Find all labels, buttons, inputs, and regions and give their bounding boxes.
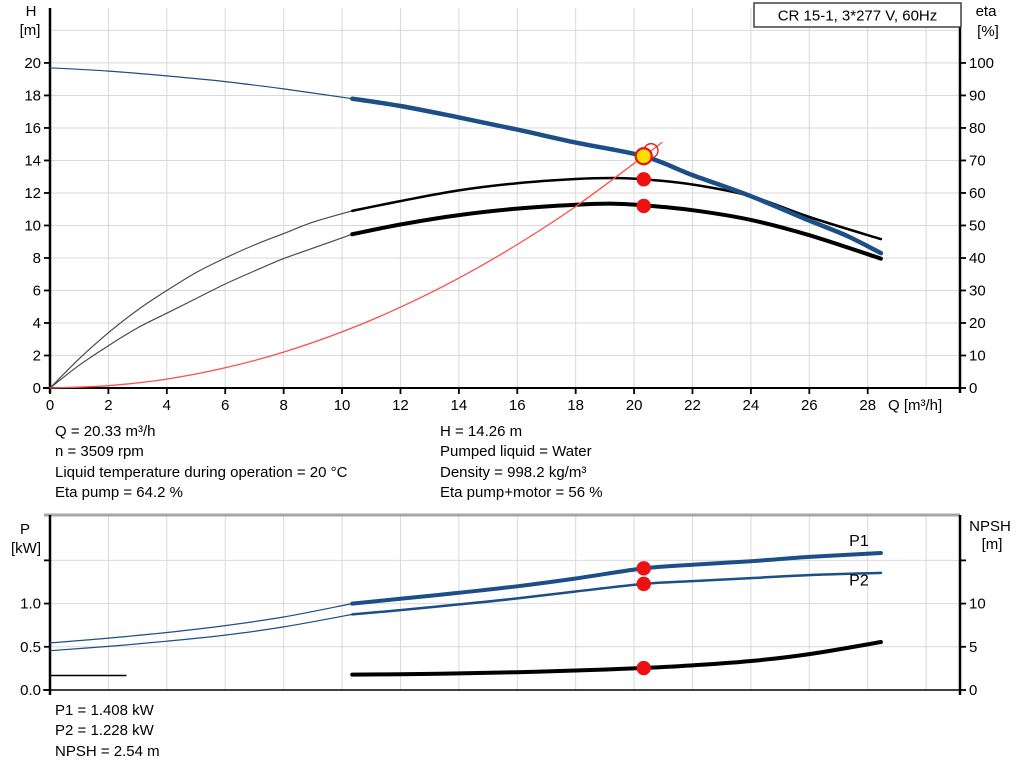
left-axis-tick-label: 10 — [24, 217, 41, 234]
x-axis-tick-label: 14 — [451, 397, 468, 414]
right-axis-title: NPSH — [969, 518, 1011, 535]
right-axis-tick-label: 70 — [969, 152, 986, 169]
left-axis-unit: [kW] — [11, 540, 41, 557]
x-axis-tick-label: 0 — [46, 397, 54, 414]
x-axis-tick-label: 12 — [392, 397, 409, 414]
annotation-eta-pump: Eta pump = 64.2 % — [55, 484, 183, 502]
annotation-pumped-liquid: Pumped liquid = Water — [440, 443, 592, 461]
annotation-flow: Q = 20.33 m³/h — [55, 423, 156, 440]
p2-curve — [351, 571, 883, 616]
annotation-eta-pump-motor: Eta pump+motor = 56 % — [440, 484, 603, 502]
right-axis-title: eta — [976, 3, 998, 20]
head-curve-extension — [49, 67, 353, 100]
p1-duty-dot — [636, 561, 651, 576]
duty-annotations-left: Q = 20.33 m³/h n = 3509 rpm Liquid tempe… — [55, 422, 347, 504]
left-axis-tick-label: 2 — [33, 347, 41, 364]
annotation-npsh: NPSH = 2.54 m — [55, 742, 160, 760]
x-axis-title: Q [m³/h] — [888, 397, 942, 414]
left-axis-tick-label: 6 — [33, 282, 41, 299]
left-axis-tick-label: 20 — [24, 55, 41, 72]
system-curve — [49, 141, 663, 389]
left-axis-tick-label: 0.0 — [20, 682, 41, 699]
left-axis-tick-label: 1.0 — [20, 596, 41, 613]
x-axis-tick-label: 18 — [567, 397, 584, 414]
right-axis-unit: [%] — [977, 23, 999, 40]
right-axis-unit: [m] — [982, 536, 1003, 553]
right-axis-tick-label: 10 — [969, 347, 986, 364]
eta-pump-duty-dot — [636, 172, 651, 187]
chart-title-box — [753, 2, 962, 28]
x-axis-tick-label: 4 — [163, 397, 171, 414]
duty-point[interactable] — [634, 147, 653, 166]
x-axis-tick-label: 6 — [221, 397, 229, 414]
annotation-p1: P1 = 1.408 kW — [55, 702, 154, 719]
left-axis-title: H — [26, 3, 37, 20]
x-axis-tick-label: 24 — [743, 397, 760, 414]
left-axis-tick-label: 16 — [24, 120, 41, 137]
right-axis-tick-label: 5 — [969, 639, 977, 656]
annotation-liquid-temperature: Liquid temperature during operation = 20… — [55, 463, 348, 481]
x-axis-tick-label: 28 — [859, 397, 876, 414]
right-axis-tick-label: 0 — [969, 380, 977, 397]
left-axis-unit: [m] — [20, 22, 41, 39]
p1-curve-extension — [49, 603, 353, 644]
left-axis-title: P — [20, 521, 30, 538]
p2-duty-dot — [636, 576, 651, 592]
right-axis-tick-label: 100 — [969, 55, 994, 72]
left-axis-tick-label: 12 — [24, 185, 41, 202]
x-axis-tick-label: 16 — [509, 397, 526, 414]
npsh-curve — [350, 640, 883, 677]
p2-curve-extension — [49, 613, 353, 652]
right-axis-tick-label: 60 — [969, 185, 986, 202]
left-axis-tick-label: 18 — [24, 87, 41, 104]
power-npsh-chart: 0.0 0.5 1.0 0 5 10 P [kW] NPSH[m] P1 P2 — [11, 513, 1011, 699]
right-axis-tick-label: 90 — [969, 87, 986, 104]
annotation-speed: n = 3509 rpm — [55, 443, 144, 461]
eta-pump-curve-extension — [49, 210, 353, 389]
npsh-duty-dot — [636, 660, 651, 676]
duty-annotations-right: H = 14.26 m Pumped liquid = Water Densit… — [440, 422, 603, 504]
chart-title: CR 15-1, 3*277 V, 60Hz — [778, 8, 938, 25]
right-axis-tick-label: 20 — [969, 315, 986, 332]
p1-curve — [350, 551, 883, 606]
left-axis-tick-label: 0 — [33, 380, 41, 397]
right-axis-tick-label: 0 — [969, 682, 977, 699]
x-axis-tick-label: 20 — [626, 397, 643, 414]
left-axis-tick-label: 0.5 — [20, 639, 41, 656]
x-axis-tick-label: 2 — [104, 397, 112, 414]
annotation-density: Density = 998.2 kg/m³ — [440, 463, 587, 481]
p2-curve-label: P2 — [849, 573, 869, 590]
power-annotations: P1 = 1.408 kW P2 = 1.228 kW NPSH = 2.54 … — [55, 701, 160, 762]
right-axis-tick-label: 30 — [969, 282, 986, 299]
eta-pump-motor-curve-extension — [49, 233, 353, 389]
p1-curve-label: P1 — [849, 533, 869, 550]
right-axis-tick-label: 10 — [969, 596, 986, 613]
right-axis-tick-label: 80 — [969, 120, 986, 137]
x-axis-tick-label: 10 — [334, 397, 351, 414]
annotation-head: H = 14.26 m — [440, 423, 523, 440]
eta-pump-motor-curve — [350, 201, 883, 261]
x-axis-tick-label: 22 — [684, 397, 701, 414]
eta-pump-motor-duty-dot — [636, 198, 651, 214]
left-axis-tick-label: 4 — [33, 315, 41, 332]
x-axis-tick-label: 26 — [801, 397, 818, 414]
left-axis-tick-label: 8 — [33, 250, 41, 267]
annotation-p2: P2 = 1.228 kW — [55, 722, 154, 740]
right-axis-tick-label: 40 — [969, 250, 986, 267]
right-axis-tick-label: 50 — [969, 217, 986, 234]
left-axis-tick-label: 14 — [24, 152, 41, 169]
eta-pump-curve — [351, 176, 883, 241]
x-axis-tick-label: 8 — [279, 397, 287, 414]
head-efficiency-chart: 0246810121416182001020304050607080901000… — [20, 2, 999, 414]
